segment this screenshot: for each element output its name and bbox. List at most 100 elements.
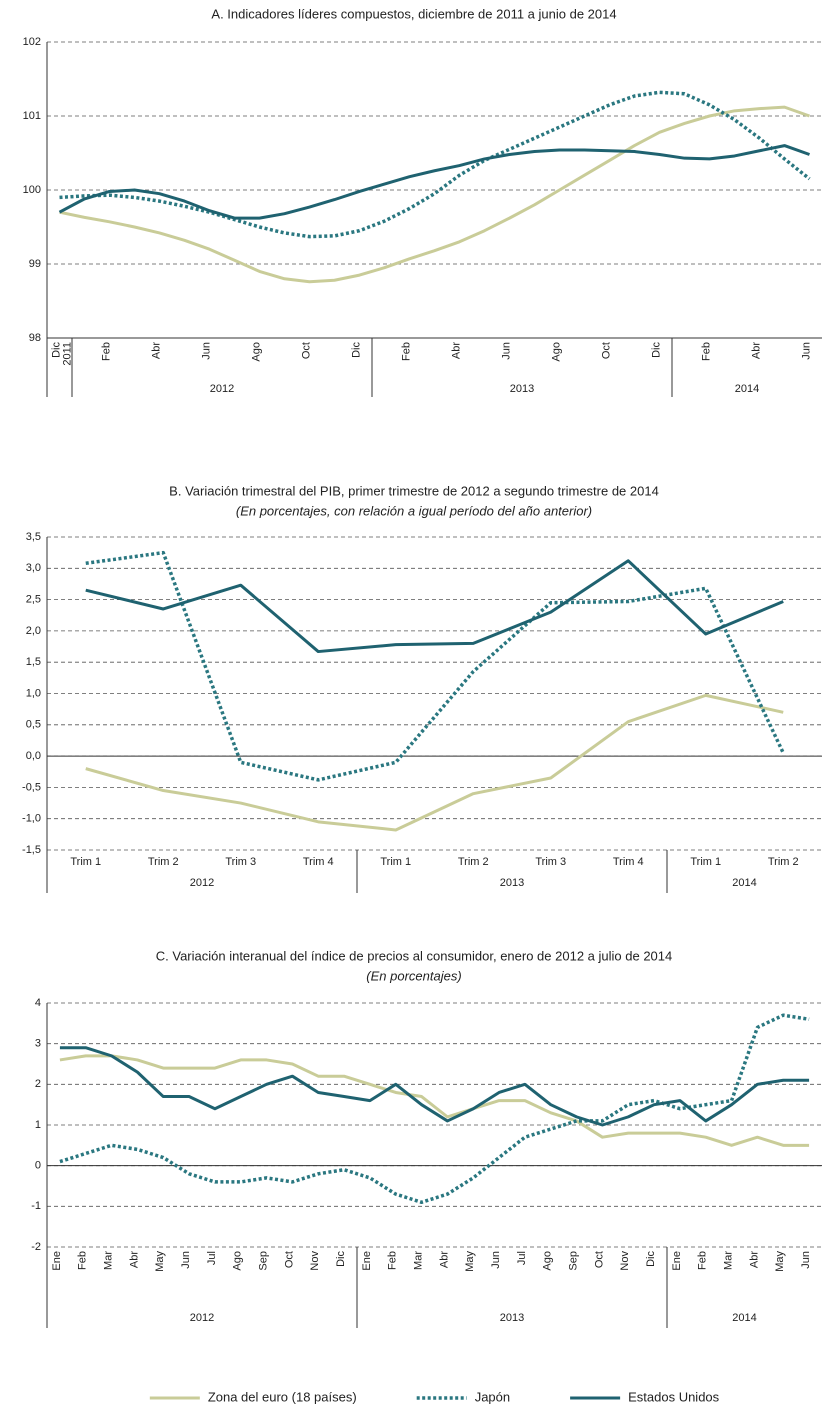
chart-subtitle: (En porcentajes, con relación a igual pe… <box>236 503 592 518</box>
y-tick-label: 1,0 <box>26 687 41 699</box>
x-tick-label: Dic <box>350 342 362 358</box>
x-tick-label: Trim 3 <box>535 856 566 868</box>
group-label: 2014 <box>735 383 759 395</box>
chart-title: C. Variación interanual del índice de pr… <box>156 948 672 963</box>
y-tick-label: 101 <box>23 110 41 122</box>
group-label: 2012 <box>210 383 234 395</box>
chart-subtitle: (En porcentajes) <box>366 968 461 983</box>
x-tick-label: Feb <box>700 342 712 361</box>
x-tick-label: Mar <box>102 1251 114 1270</box>
y-tick-label: 0,5 <box>26 719 41 731</box>
group-label: 2011 <box>61 342 73 366</box>
group-label: 2012 <box>190 877 214 889</box>
x-tick-label: Dic <box>335 1251 347 1267</box>
y-tick-label: 3,0 <box>26 562 41 574</box>
series-line <box>59 90 811 239</box>
group-label: 2013 <box>510 383 534 395</box>
x-tick-label: Oct <box>283 1251 295 1268</box>
x-tick-label: Abr <box>748 1251 760 1268</box>
y-tick-label: 98 <box>29 332 41 344</box>
x-tick-label: Jun <box>200 342 212 360</box>
y-tick-label: -2 <box>31 1241 41 1253</box>
series-line <box>85 693 784 832</box>
y-tick-label: -1 <box>31 1200 41 1212</box>
x-tick-label: Sep <box>257 1251 269 1271</box>
y-tick-label: 4 <box>35 997 41 1009</box>
x-tick-label: Jul <box>206 1251 218 1265</box>
series-line <box>59 105 811 284</box>
chart-title: B. Variación trimestral del PIB, primer … <box>169 483 659 498</box>
x-tick-label: Jul <box>516 1251 528 1265</box>
y-tick-label: 3 <box>35 1038 41 1050</box>
x-tick-label: Trim 2 <box>768 856 799 868</box>
series-line <box>59 1054 810 1147</box>
x-tick-label: Ene <box>361 1251 373 1271</box>
legend-label: Zona del euro (18 países) <box>208 1389 357 1404</box>
x-tick-label: Ago <box>232 1251 244 1271</box>
x-tick-label: Abr <box>150 342 162 359</box>
y-tick-label: -1,5 <box>22 844 41 856</box>
y-tick-label: -1,0 <box>22 813 41 825</box>
x-tick-label: Feb <box>400 342 412 361</box>
x-tick-label: Oct <box>600 342 612 359</box>
x-tick-label: Nov <box>309 1251 321 1271</box>
x-tick-label: Dic <box>650 342 662 358</box>
x-tick-label: Oct <box>593 1251 605 1268</box>
legend-label: Estados Unidos <box>628 1389 720 1404</box>
y-tick-label: 2 <box>35 1078 41 1090</box>
x-tick-label: Feb <box>697 1251 709 1270</box>
x-tick-label: Trim 2 <box>148 856 179 868</box>
x-tick-label: Ago <box>550 342 562 362</box>
x-tick-label: Trim 2 <box>458 856 489 868</box>
x-tick-label: Feb <box>100 342 112 361</box>
x-tick-label: Abr <box>750 342 762 359</box>
x-tick-label: May <box>464 1251 476 1272</box>
x-tick-label: Abr <box>128 1251 140 1268</box>
x-tick-label: Nov <box>619 1251 631 1271</box>
series-line <box>59 1013 810 1205</box>
x-tick-label: Sep <box>567 1251 579 1271</box>
x-tick-label: Trim 1 <box>380 856 411 868</box>
y-tick-label: 3,5 <box>26 531 41 543</box>
x-tick-label: Trim 4 <box>613 856 644 868</box>
series-line <box>85 550 785 782</box>
x-tick-label: Mar <box>722 1251 734 1270</box>
y-tick-label: 1,5 <box>26 656 41 668</box>
y-tick-label: 2,5 <box>26 594 41 606</box>
y-tick-label: 100 <box>23 184 41 196</box>
x-tick-label: May <box>154 1251 166 1272</box>
x-tick-label: Feb <box>387 1251 399 1270</box>
y-tick-label: 2,0 <box>26 625 41 637</box>
x-tick-label: Trim 1 <box>690 856 721 868</box>
x-tick-label: Jun <box>800 1251 812 1269</box>
group-label: 2014 <box>732 1312 756 1324</box>
x-tick-label: Ago <box>250 342 262 362</box>
y-tick-label: -0,5 <box>22 781 41 793</box>
x-tick-label: Mar <box>412 1251 424 1270</box>
x-tick-label: Jun <box>800 342 812 360</box>
series-line <box>59 1046 810 1127</box>
legend-label: Japón <box>475 1389 510 1404</box>
x-tick-label: May <box>774 1251 786 1272</box>
x-tick-label: Trim 4 <box>303 856 334 868</box>
x-tick-label: Dic <box>50 342 62 358</box>
y-tick-label: 0,0 <box>26 750 41 762</box>
x-tick-label: Ene <box>671 1251 683 1271</box>
series-line <box>58 144 811 220</box>
x-tick-label: Feb <box>77 1251 89 1270</box>
y-tick-label: 102 <box>23 36 41 48</box>
x-tick-label: Ene <box>51 1251 63 1271</box>
x-tick-label: Jun <box>500 342 512 360</box>
x-tick-label: Abr <box>438 1251 450 1268</box>
x-tick-label: Oct <box>300 342 312 359</box>
x-tick-label: Dic <box>645 1251 657 1267</box>
group-label: 2014 <box>732 877 756 889</box>
x-tick-label: Ago <box>542 1251 554 1271</box>
group-label: 2013 <box>500 877 524 889</box>
y-tick-label: 0 <box>35 1160 41 1172</box>
x-tick-label: Jun <box>490 1251 502 1269</box>
chart-title: A. Indicadores líderes compuestos, dicie… <box>211 6 616 21</box>
y-tick-label: 99 <box>29 258 41 270</box>
x-tick-label: Jun <box>180 1251 192 1269</box>
